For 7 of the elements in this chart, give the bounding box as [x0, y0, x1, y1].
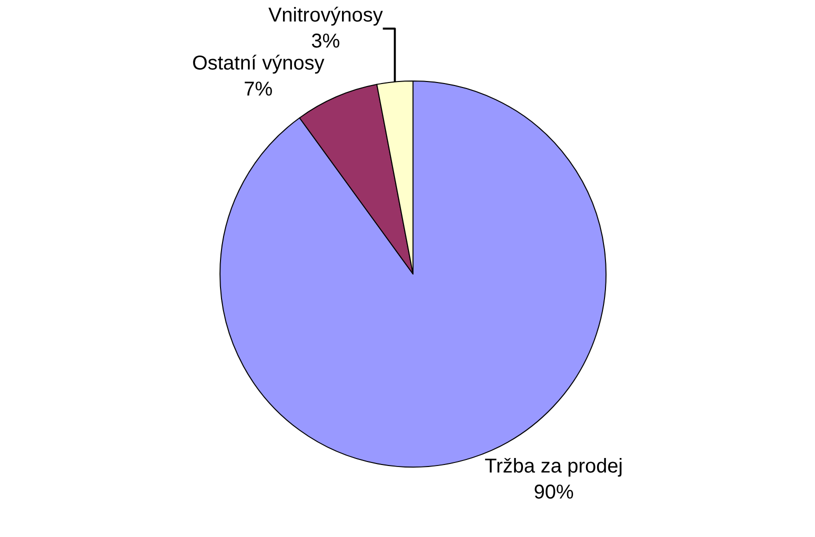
- pie-slice: [299, 84, 414, 274]
- slice-label: Ostatní výnosy: [192, 52, 324, 75]
- data-label: 7%: [244, 78, 273, 101]
- slice-label: Tržba za prodej: [484, 455, 623, 478]
- data-label: 3%: [311, 30, 340, 53]
- data-label: 90%: [534, 481, 574, 504]
- slice-label: Vnitrovýnosy: [268, 4, 383, 27]
